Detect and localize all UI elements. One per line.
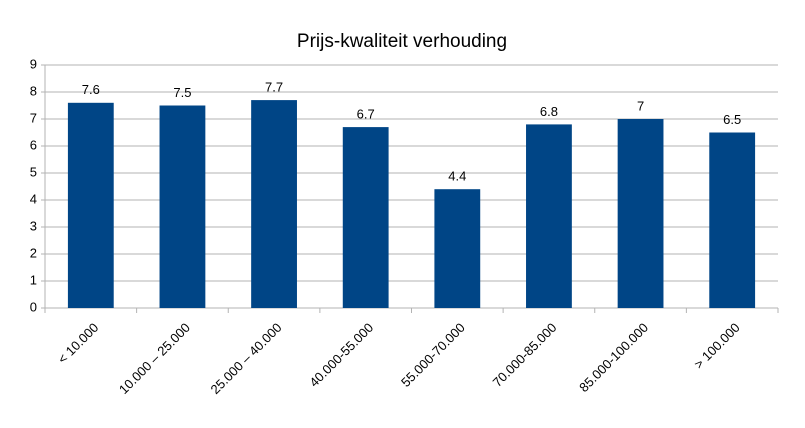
bar	[67, 102, 114, 308]
y-tick-label: 3	[30, 218, 37, 233]
data-label: 6.7	[357, 107, 375, 122]
data-label: 7.5	[173, 85, 191, 100]
bar	[251, 100, 297, 308]
y-tick-label: 9	[30, 56, 37, 71]
y-tick-label: 4	[30, 191, 37, 206]
y-tick-label: 2	[30, 245, 37, 260]
x-tick-label: 55.000-70.000	[398, 320, 468, 390]
y-tick-label: 7	[30, 110, 37, 125]
x-tick-label: 40.000-55.000	[306, 320, 376, 390]
data-label: 7.7	[265, 80, 283, 95]
x-tick-label: < 10.000	[55, 320, 102, 367]
x-tick-label: 70.000-85.000	[490, 320, 560, 390]
data-label: 7	[637, 98, 644, 113]
y-tick-label: 5	[30, 164, 37, 179]
data-label: 7.6	[82, 82, 100, 97]
data-label: 6.8	[540, 104, 558, 119]
x-tick-label: 25.000 – 40.000	[208, 320, 285, 397]
bar	[434, 189, 481, 308]
y-tick-label: 8	[30, 83, 37, 98]
bar	[709, 132, 756, 308]
y-tick-label: 6	[30, 137, 37, 152]
data-label: 6.5	[723, 112, 741, 127]
y-tick-label: 1	[30, 272, 37, 287]
bar	[159, 105, 206, 308]
x-tick-label: > 100.000	[691, 320, 743, 372]
y-tick-label: 0	[30, 299, 37, 314]
bar	[617, 119, 664, 308]
x-tick-label: 10.000 – 25.000	[116, 320, 193, 397]
data-label: 4.4	[448, 169, 466, 184]
x-tick-label: 85.000-100.000	[576, 320, 651, 395]
bar	[526, 124, 572, 309]
bar	[342, 127, 389, 308]
chart-title: Prijs-kwaliteit verhouding	[297, 31, 507, 52]
